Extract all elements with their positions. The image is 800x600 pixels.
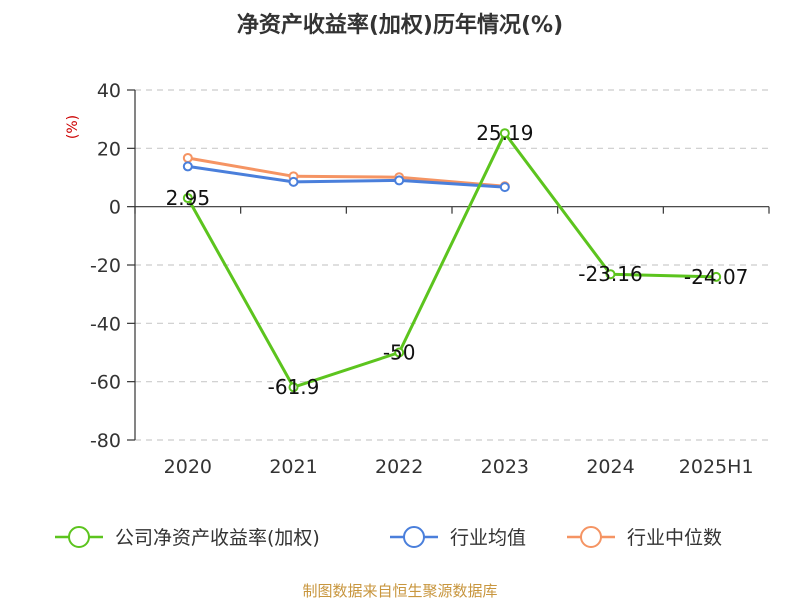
source-note: 制图数据来自恒生聚源数据库 [302, 582, 497, 600]
legend-marker [580, 526, 602, 548]
y-tick-label: -80 [90, 430, 121, 452]
x-tick-label: 2021 [269, 456, 317, 478]
y-tick-label: 20 [97, 138, 121, 160]
y-tick-label: 0 [109, 197, 121, 219]
data-point [394, 175, 405, 186]
y-tick-label: -40 [90, 313, 121, 335]
data-label: -61.9 [268, 375, 320, 399]
data-point [605, 269, 616, 280]
legend: 公司净资产收益率(加权) 行业均值 行业中位数 [55, 526, 722, 549]
data-label: -50 [383, 341, 416, 365]
data-point [499, 128, 510, 139]
legend-marker [403, 526, 425, 548]
x-tick-label: 2022 [375, 456, 423, 478]
data-point [499, 182, 510, 193]
y-tick-label: -20 [90, 255, 121, 277]
series-line [186, 131, 717, 389]
data-label: -24.07 [684, 265, 748, 289]
x-tick-label: 2025H1 [679, 456, 754, 478]
x-tick-label: 2023 [481, 456, 529, 478]
grid-lines [135, 89, 769, 441]
data-point [394, 347, 405, 358]
series-lines [182, 128, 722, 393]
series-line [187, 164, 505, 189]
data-point [182, 152, 193, 163]
legend-label: 行业中位数 [627, 527, 722, 549]
data-label: 25.19 [476, 121, 533, 145]
data-point [182, 161, 193, 172]
x-tick-label: 2024 [586, 456, 634, 478]
chart-title: 净资产收益率(加权)历年情况(%) [237, 12, 563, 38]
legend-label: 行业均值 [450, 527, 526, 549]
legend-marker [68, 526, 90, 548]
data-labels: 2.95 -61.9 -50 25.19 -23.16 -24.07 [166, 121, 749, 399]
y-tick-label: -60 [90, 372, 121, 394]
data-point [288, 176, 299, 187]
data-label: 2.95 [166, 186, 211, 210]
axes: 40 20 0 -20 -40 -60 -80 2020 2021 2022 2023 2024 202… [65, 80, 770, 478]
series-line [187, 156, 505, 188]
data-point [182, 193, 193, 204]
y-tick-label: 40 [97, 80, 121, 102]
y-axis-unit-label: (%) [65, 115, 81, 139]
legend-label: 公司净资产收益率(加权) [115, 527, 320, 549]
data-point [288, 382, 299, 393]
data-point [711, 271, 722, 282]
data-label: -23.16 [578, 262, 642, 286]
x-tick-label: 2020 [164, 456, 212, 478]
